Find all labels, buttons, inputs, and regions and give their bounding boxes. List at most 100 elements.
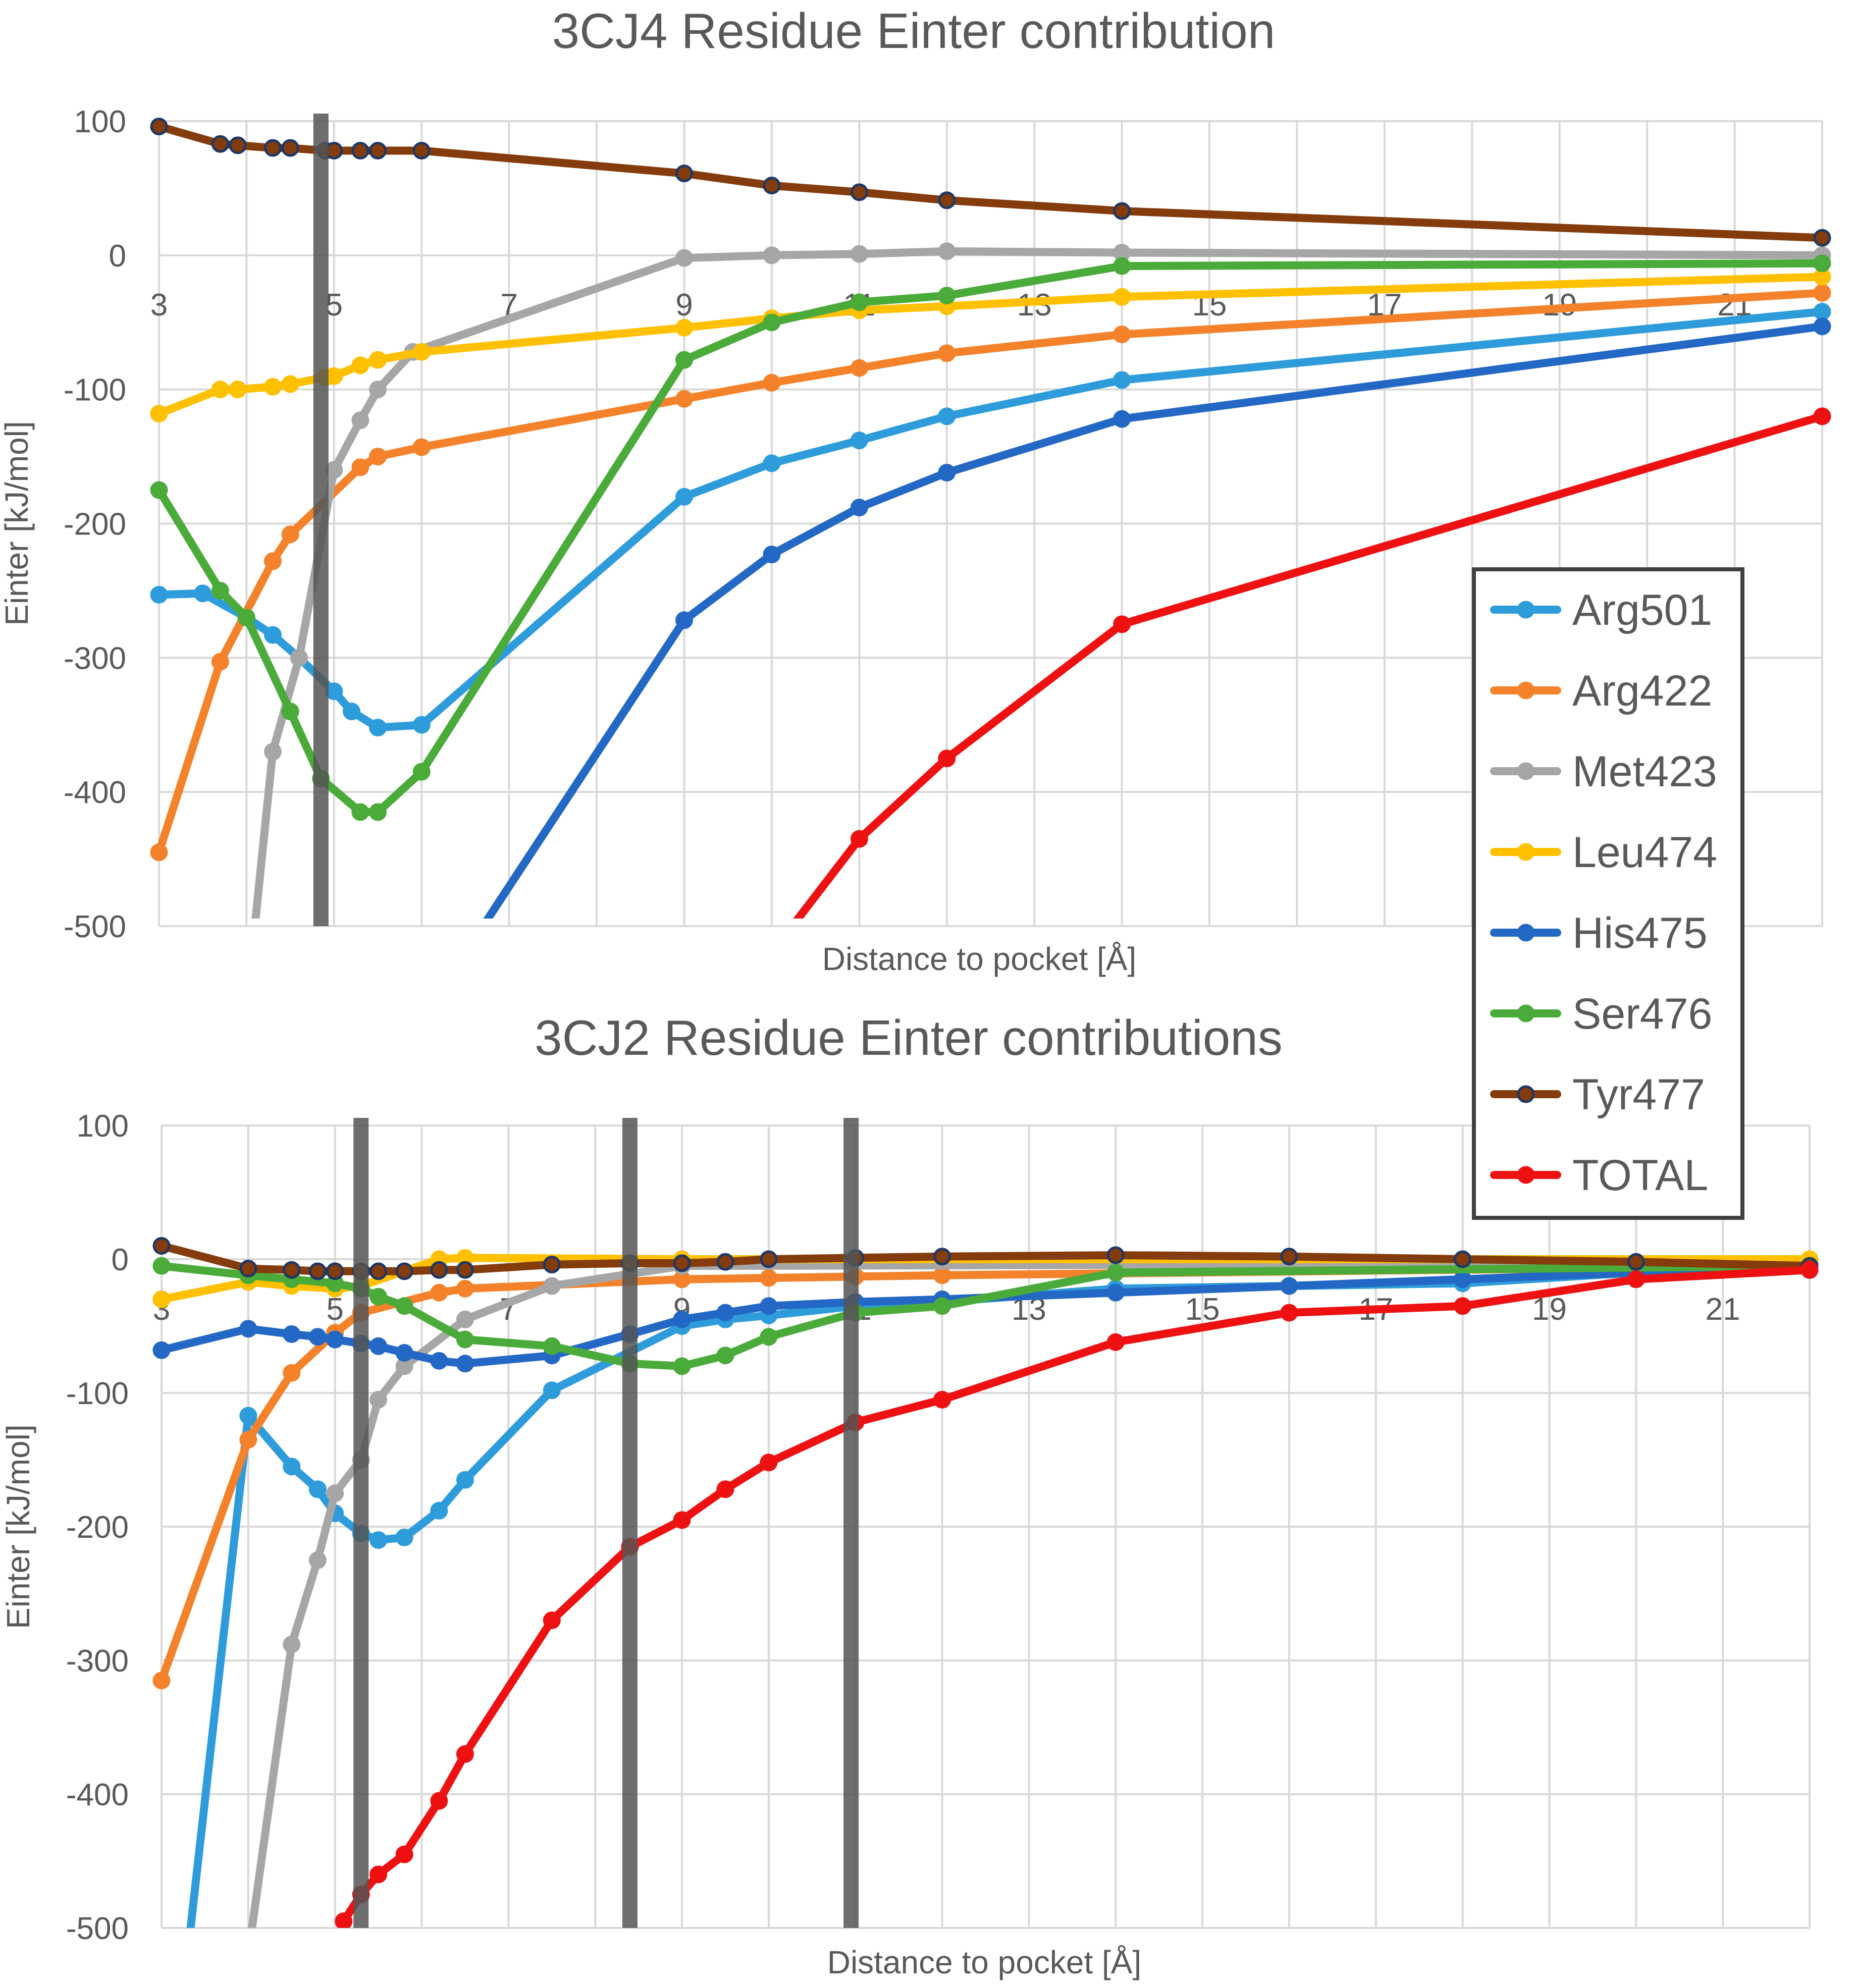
data-point-tyr477 — [543, 1256, 561, 1274]
data-point-tyr477 — [369, 1262, 388, 1280]
data-point-leu474 — [152, 1291, 171, 1308]
data-point-ser476 — [1106, 1264, 1125, 1281]
data-point-arg501 — [395, 1528, 413, 1546]
data-point-arg422 — [675, 390, 694, 408]
legend-swatch-marker — [1517, 843, 1535, 861]
data-point-his475 — [938, 463, 956, 481]
data-point-tyr477 — [456, 1261, 474, 1279]
data-point-ser476 — [716, 1347, 734, 1365]
data-point-arg422 — [281, 525, 299, 544]
data-point-ser476 — [211, 581, 229, 600]
data-point-tyr477 — [263, 139, 282, 157]
legend-swatch-marker — [1517, 924, 1535, 942]
data-point-tyr477 — [1113, 202, 1131, 220]
data-point-total — [430, 1792, 448, 1810]
data-point-total — [1280, 1304, 1298, 1322]
x-axis-label: Distance to pocket [Å] — [822, 941, 1137, 977]
y-tick-label: -400 — [64, 775, 126, 810]
x-tick-label: 21 — [1706, 1292, 1740, 1327]
data-point-arg422 — [933, 1266, 951, 1284]
data-point-ser476 — [933, 1297, 951, 1315]
y-tick-label: -300 — [66, 1644, 129, 1679]
y-tick-label: -400 — [66, 1778, 129, 1812]
data-point-met423 — [239, 999, 254, 1014]
data-point-tyr477 — [1627, 1253, 1645, 1271]
legend-label: Leu474 — [1572, 828, 1717, 877]
data-point-arg422 — [263, 552, 282, 570]
data-point-arg501 — [543, 1381, 561, 1400]
data-point-his475 — [763, 546, 781, 564]
data-point-arg422 — [150, 843, 168, 862]
data-point-arg422 — [760, 1269, 778, 1287]
data-point-tyr477 — [325, 141, 343, 159]
series-line-total — [339, 1266, 1814, 1925]
data-point-met423 — [543, 1277, 561, 1295]
data-point-leu474 — [263, 378, 282, 396]
data-point-tyr477 — [763, 177, 781, 195]
data-point-ser476 — [673, 1357, 691, 1375]
data-point-arg501 — [850, 432, 868, 450]
data-point-arg422 — [211, 653, 229, 671]
y-axis-label: Einter [kJ/mol] — [0, 421, 35, 625]
data-point-leu474 — [150, 405, 168, 423]
data-point-total — [764, 945, 779, 960]
data-point-arg501 — [675, 488, 694, 506]
legend-label: Tyr477 — [1572, 1070, 1705, 1119]
y-tick-label: -500 — [66, 1911, 129, 1946]
data-point-tyr477 — [1454, 1250, 1472, 1268]
data-point-his475 — [456, 1355, 474, 1373]
data-point-arg501 — [239, 1407, 257, 1425]
data-point-arg422 — [430, 1283, 448, 1302]
data-point-leu474 — [211, 381, 229, 399]
data-point-met423 — [938, 242, 956, 260]
data-point-ser476 — [938, 287, 956, 305]
data-point-his475 — [395, 1344, 413, 1362]
legend-label: Arg422 — [1572, 667, 1712, 715]
data-point-tyr477 — [152, 1237, 171, 1255]
data-point-tyr477 — [760, 1250, 778, 1268]
data-point-ser476 — [760, 1328, 778, 1346]
data-point-total — [933, 1390, 951, 1409]
data-point-arg422 — [152, 1672, 171, 1690]
y-tick-label: -200 — [64, 507, 126, 542]
data-point-ser476 — [850, 293, 868, 311]
data-point-arg422 — [1113, 326, 1131, 344]
data-point-tyr477 — [211, 135, 229, 153]
data-point-met423 — [763, 246, 781, 264]
data-point-ser476 — [1113, 257, 1131, 275]
legend-swatch-marker — [1517, 1166, 1535, 1184]
data-point-leu474 — [675, 318, 694, 337]
data-point-tyr477 — [412, 141, 431, 159]
data-point-met423 — [369, 1390, 388, 1409]
data-point-arg422 — [1813, 284, 1831, 302]
y-tick-label: -500 — [64, 909, 126, 944]
series-line-leu474 — [155, 273, 1826, 418]
data-point-arg422 — [850, 359, 868, 377]
data-point-tyr477 — [1813, 229, 1831, 247]
legend-swatch-marker — [1517, 681, 1535, 700]
data-point-arg501 — [412, 716, 431, 734]
data-point-ser476 — [412, 763, 431, 781]
data-point-arg422 — [351, 458, 369, 476]
data-point-total — [1113, 615, 1131, 633]
gridlines — [161, 1124, 1811, 1929]
legend-label: Met423 — [1572, 747, 1717, 796]
data-point-total — [543, 1611, 561, 1629]
x-tick-label: 15 — [1185, 1292, 1220, 1327]
legend-label: Ser476 — [1572, 990, 1712, 1038]
series-line-ser476 — [155, 259, 1826, 816]
data-point-arg501 — [369, 1531, 388, 1549]
data-point-tyr477 — [850, 183, 868, 201]
data-point-arg501 — [325, 682, 343, 701]
data-point-arg501 — [283, 1458, 301, 1476]
data-point-tyr477 — [675, 165, 694, 183]
data-point-his475 — [308, 1328, 327, 1346]
data-point-total — [850, 830, 868, 848]
data-point-total — [760, 1454, 778, 1472]
data-point-arg501 — [430, 1501, 448, 1520]
data-point-ser476 — [456, 1330, 474, 1349]
x-tick-label: 3 — [150, 288, 168, 323]
data-point-tyr477 — [933, 1248, 951, 1266]
data-point-arg422 — [239, 1431, 257, 1449]
